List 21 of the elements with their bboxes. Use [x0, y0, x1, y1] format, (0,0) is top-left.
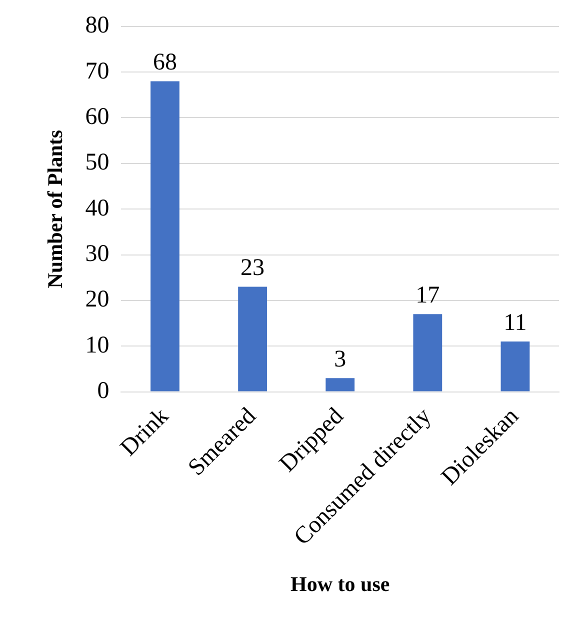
- bar: [150, 81, 180, 392]
- bar: [326, 378, 355, 392]
- y-tick-label: 0: [97, 378, 110, 404]
- y-tick-label: 80: [85, 12, 110, 39]
- bar: [238, 286, 267, 392]
- bar: [413, 314, 442, 392]
- y-tick-label: 70: [85, 58, 110, 84]
- y-tick-label: 10: [85, 332, 110, 358]
- data-label: 23: [240, 255, 265, 282]
- data-label: 3: [334, 346, 346, 372]
- y-tick-label: 50: [85, 150, 110, 176]
- data-label: 68: [152, 50, 177, 76]
- data-label: 17: [416, 282, 440, 308]
- y-tick-label: 40: [85, 195, 110, 222]
- y-tick-label: 60: [85, 104, 110, 130]
- y-tick-label: 20: [85, 286, 110, 313]
- bar: [500, 342, 530, 392]
- y-axis-title: Number of Plants: [43, 130, 68, 288]
- y-tick-label: 30: [85, 241, 110, 268]
- data-label: 11: [504, 310, 527, 336]
- x-axis-title: How to use: [290, 572, 390, 596]
